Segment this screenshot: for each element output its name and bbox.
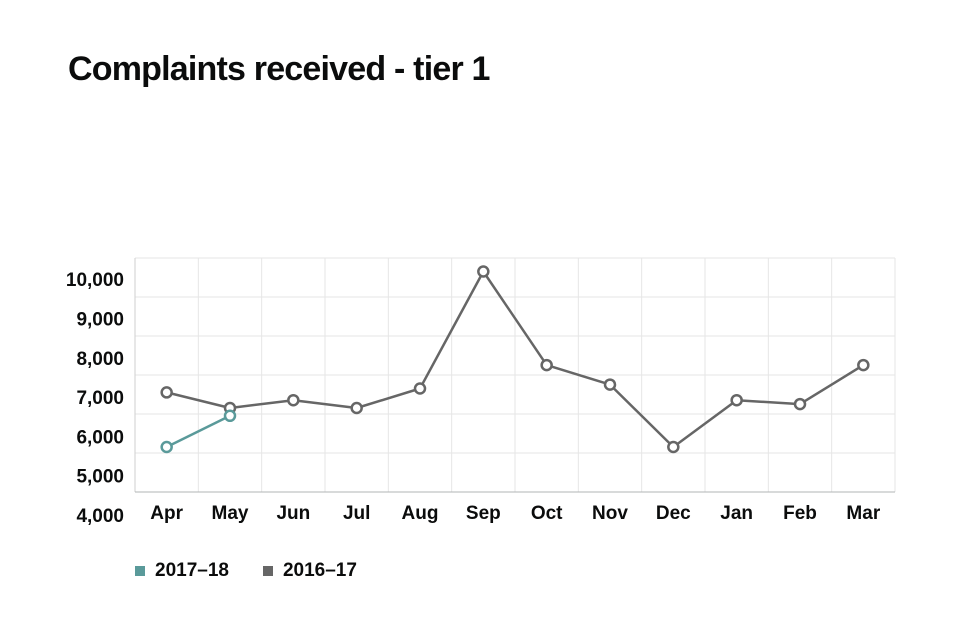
y-tick-label: 8,000 (76, 349, 124, 370)
x-tick-label: Mar (846, 503, 880, 524)
series-line-2017-18 (166, 414, 231, 449)
data-point-2017-18 (223, 409, 237, 423)
x-tick-label: Dec (656, 503, 691, 524)
x-tick-label: Feb (783, 503, 817, 524)
y-tick-label: 7,000 (76, 388, 124, 409)
data-point-2016-17 (603, 378, 617, 391)
x-tick-label: Jun (276, 503, 310, 524)
y-tick-label: 6,000 (76, 427, 124, 448)
legend-item-2017-18: 2017–18 (135, 560, 229, 582)
data-point-2017-18 (160, 440, 173, 454)
legend-swatch-2016-17 (262, 566, 273, 576)
legend-label-2017-18: 2017–18 (155, 560, 229, 581)
x-tick-label: Aug (402, 503, 439, 524)
x-tick-label: Sep (466, 503, 501, 524)
data-point-2016-17 (287, 393, 300, 407)
data-point-2016-17 (350, 401, 363, 415)
legend-swatch-2017-18 (135, 566, 145, 576)
chart-title: Complaints received - tier 1 (68, 50, 490, 88)
data-point-2016-17 (730, 393, 743, 407)
legend: 2017–18 2016–17 (135, 560, 357, 582)
x-tick-label: Jan (720, 503, 753, 524)
series-line-2016-17 (166, 270, 864, 449)
data-point-2016-17 (793, 397, 807, 411)
x-tick-label: Nov (592, 503, 628, 524)
y-tick-label: 5,000 (76, 467, 124, 488)
data-point-2016-17 (540, 358, 553, 372)
x-tick-label: Oct (531, 503, 563, 524)
x-tick-label: Jul (343, 503, 370, 524)
y-tick-label: 10,000 (66, 270, 124, 291)
data-point-2016-17 (857, 358, 870, 372)
data-point-2016-17 (413, 382, 427, 395)
y-tick-label: 4,000 (76, 506, 124, 527)
data-point-2016-17 (667, 440, 680, 454)
y-tick-label: 9,000 (76, 310, 124, 331)
legend-label-2016-17: 2016–17 (282, 560, 357, 581)
legend-item-2016-17: 2016–17 (262, 560, 357, 582)
data-point-2016-17 (160, 386, 173, 399)
data-point-2016-17 (477, 265, 490, 278)
x-tick-label: May (212, 503, 249, 524)
x-tick-label: Apr (150, 503, 183, 524)
